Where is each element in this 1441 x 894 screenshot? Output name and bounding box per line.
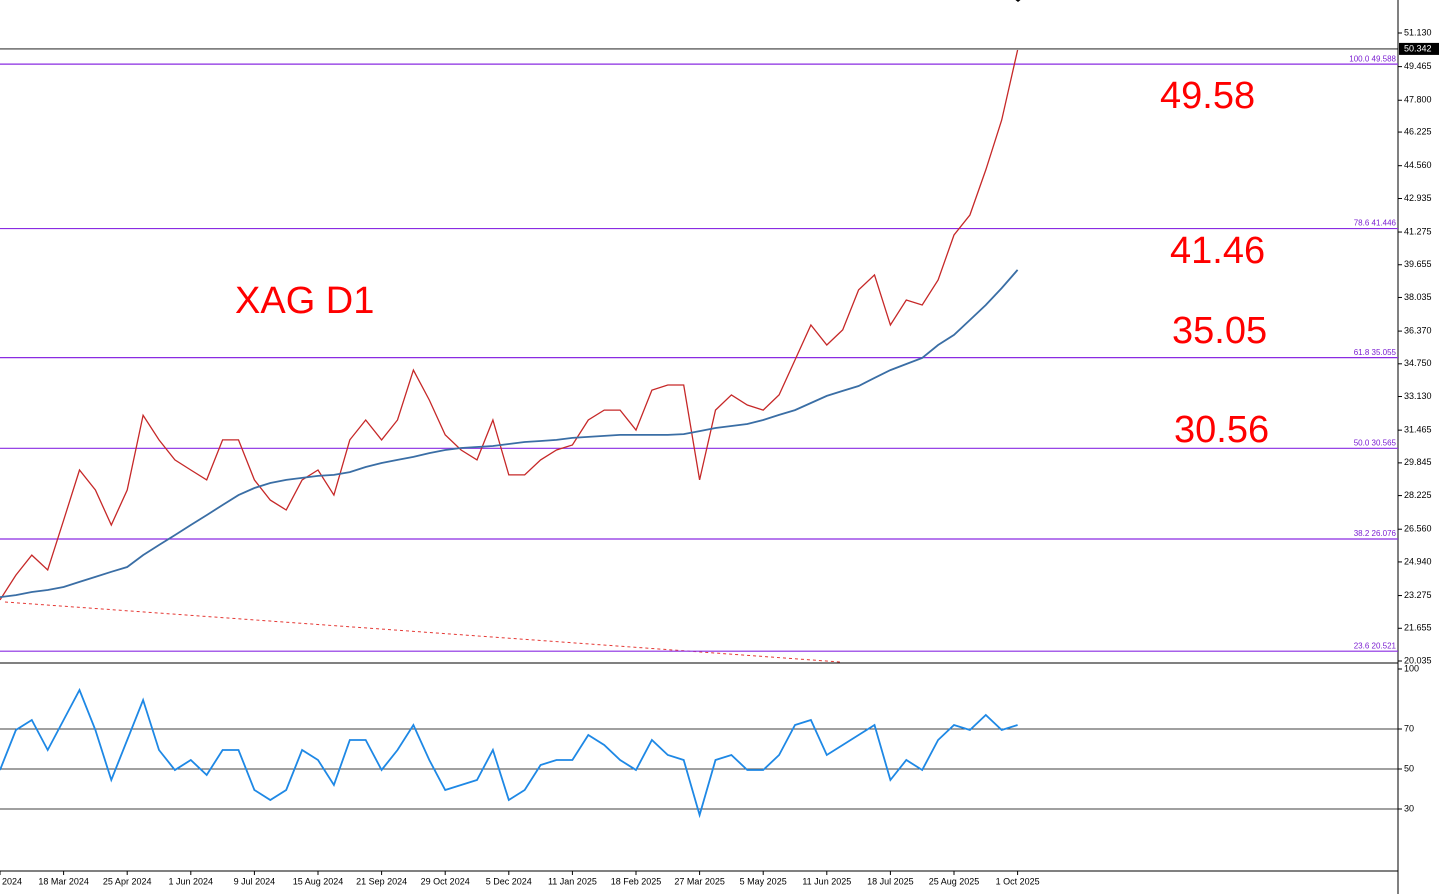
x-tick-label: 15 Aug 2024 <box>293 876 344 886</box>
trend-line <box>4 601 841 663</box>
x-tick-label: 18 Jul 2025 <box>867 876 914 886</box>
level-annotation: 41.46 <box>1170 230 1265 272</box>
y-tick-label: 31.465 <box>1404 425 1432 435</box>
y-tick-label: 23.275 <box>1404 590 1432 600</box>
y-tick-label: 39.655 <box>1404 259 1432 269</box>
y-tick-label: 24.940 <box>1404 556 1432 566</box>
y-tick-label: 38.035 <box>1404 292 1432 302</box>
y-tick-label: 30 <box>1404 803 1414 813</box>
y-tick-label: 100 <box>1404 663 1419 673</box>
fib-level-label: 61.8 35.055 <box>1354 348 1397 357</box>
x-tick-label: 5 May 2025 <box>740 876 787 886</box>
y-tick-label: 49.465 <box>1404 61 1432 71</box>
y-tick-label: 41.275 <box>1404 226 1432 236</box>
x-tick-label: 5 Dec 2024 <box>486 876 532 886</box>
y-tick-label: 34.750 <box>1404 358 1432 368</box>
fib-level-label: 50.0 30.565 <box>1354 438 1397 447</box>
last-price-label: 50.342 <box>1404 43 1432 53</box>
x-tick-label: 25 Apr 2024 <box>103 876 152 886</box>
x-tick-label: 18 Mar 2024 <box>38 876 89 886</box>
x-tick-label: 1 Oct 2025 <box>996 876 1040 886</box>
x-tick-label: 25 Aug 2025 <box>929 876 980 886</box>
series-line <box>0 49 1019 601</box>
x-tick-label: 2024 <box>2 876 22 886</box>
x-tick-label: 1 Jun 2024 <box>169 876 214 886</box>
y-tick-label: 26.560 <box>1404 524 1432 534</box>
x-tick-label: 29 Oct 2024 <box>421 876 470 886</box>
y-tick-label: 46.225 <box>1404 126 1432 136</box>
last-price-box <box>1399 42 1439 55</box>
y-tick-label: 50 <box>1404 763 1414 773</box>
x-tick-label: 18 Feb 2025 <box>611 876 662 886</box>
y-tick-label: 70 <box>1404 723 1414 733</box>
series-line <box>0 687 1018 819</box>
level-annotation: 30.56 <box>1174 409 1269 451</box>
x-tick-label: 9 Jul 2024 <box>234 876 276 886</box>
y-tick-label: 20.035 <box>1404 655 1432 665</box>
marker <box>1015 0 1021 2</box>
y-tick-label: 33.130 <box>1404 391 1432 401</box>
x-tick-label: 11 Jan 2025 <box>548 876 597 886</box>
y-tick-label: 28.225 <box>1404 490 1432 500</box>
fib-level-label: 78.6 41.446 <box>1354 219 1397 228</box>
level-annotation: 49.58 <box>1160 75 1255 117</box>
y-tick-label: 51.130 <box>1404 27 1432 37</box>
chart-label: XAG D1 <box>235 280 374 322</box>
y-tick-label: 29.845 <box>1404 457 1432 467</box>
x-tick-label: 21 Sep 2024 <box>356 876 407 886</box>
y-tick-label: 44.560 <box>1404 160 1432 170</box>
y-tick-label: 36.370 <box>1404 325 1432 335</box>
series-line <box>0 269 1019 598</box>
fib-level-label: 23.6 20.521 <box>1354 641 1397 650</box>
y-tick-label: 42.935 <box>1404 193 1432 203</box>
x-tick-label: 27 Mar 2025 <box>674 876 725 886</box>
fib-level-label: 38.2 26.076 <box>1354 529 1397 538</box>
x-tick-label: 11 Jun 2025 <box>802 876 851 886</box>
y-tick-label: 47.800 <box>1404 95 1432 105</box>
fib-level-label: 100.0 49.588 <box>1349 54 1396 63</box>
y-tick-label: 21.655 <box>1404 623 1432 633</box>
level-annotation: 35.05 <box>1172 310 1267 352</box>
